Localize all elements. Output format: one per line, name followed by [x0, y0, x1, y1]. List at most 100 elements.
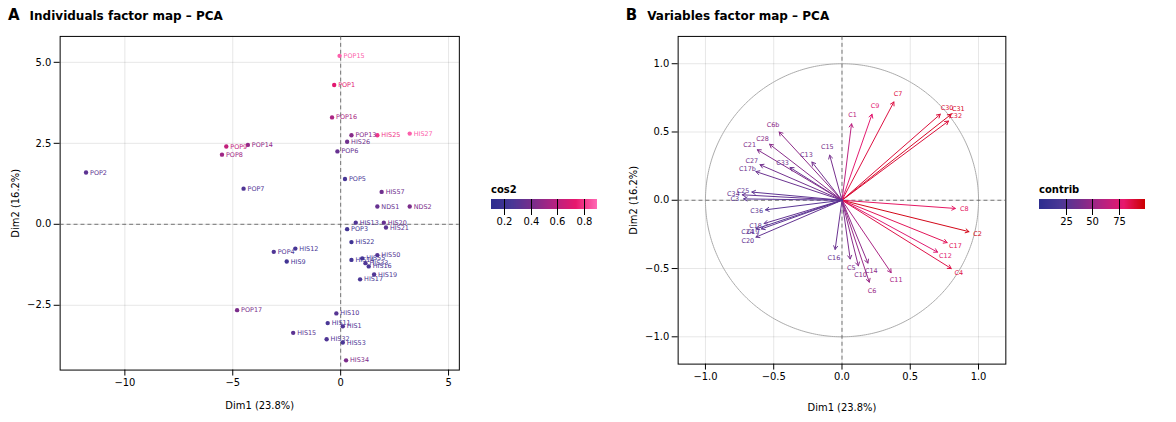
html-text:Individuals factor map – PCA: Individuals factor map – PCA	[29, 9, 223, 23]
svg-text:C15: C15	[821, 143, 834, 151]
svg-text:HIS21: HIS21	[390, 224, 409, 232]
svg-text:HIS34: HIS34	[350, 356, 369, 364]
svg-text:C8: C8	[960, 205, 969, 213]
svg-text:C36: C36	[750, 207, 763, 215]
svg-text:−0.5: −0.5	[761, 371, 785, 382]
svg-text:0.6: 0.6	[549, 216, 565, 227]
html-text:B: B	[625, 6, 638, 24]
svg-text:POP5: POP5	[349, 175, 366, 183]
svg-text:0.2: 0.2	[496, 216, 512, 227]
svg-text:POP2: POP2	[90, 169, 107, 177]
svg-text:HIS12: HIS12	[299, 245, 318, 253]
svg-text:0.5: 0.5	[902, 371, 918, 382]
svg-text:POP16: POP16	[336, 113, 357, 121]
svg-text:5.0: 5.0	[35, 57, 51, 68]
svg-text:Dim1 (23.8%): Dim1 (23.8%)	[807, 402, 876, 413]
svg-text:C9: C9	[870, 102, 879, 110]
svg-text:C28: C28	[756, 135, 769, 143]
svg-text:C17: C17	[949, 242, 962, 250]
svg-text:HIS22: HIS22	[355, 238, 374, 246]
svg-text:POP3: POP3	[351, 225, 368, 233]
svg-text:C13: C13	[800, 151, 813, 159]
svg-text:0.8: 0.8	[576, 216, 592, 227]
svg-text:C32: C32	[949, 112, 962, 120]
svg-text:−1.0: −1.0	[693, 371, 717, 382]
svg-text:HIS1: HIS1	[347, 322, 362, 330]
svg-text:C14: C14	[865, 267, 878, 275]
svg-text:Dim2 (16.2%): Dim2 (16.2%)	[627, 166, 638, 235]
svg-text:1.0: 1.0	[970, 371, 986, 382]
svg-text:POP6: POP6	[341, 147, 358, 155]
svg-text:C6b: C6b	[767, 121, 780, 129]
svg-text:C12: C12	[939, 252, 952, 260]
svg-text:−5: −5	[225, 377, 240, 388]
svg-text:Dim1 (23.8%): Dim1 (23.8%)	[225, 400, 294, 411]
svg-text:HIS57: HIS57	[386, 188, 405, 196]
svg-text:C27: C27	[745, 157, 758, 166]
svg-text:C10: C10	[854, 270, 867, 279]
svg-text:NDS1: NDS1	[381, 203, 399, 211]
svg-text:75: 75	[1113, 216, 1126, 227]
svg-text:POP15: POP15	[344, 52, 365, 60]
svg-text:POP13: POP13	[355, 131, 377, 140]
svg-text:C2: C2	[973, 230, 982, 238]
svg-text:C7: C7	[894, 90, 903, 98]
svg-text:−1.0: −1.0	[645, 331, 669, 342]
svg-text:C33: C33	[776, 159, 789, 167]
svg-text:25: 25	[1060, 216, 1073, 227]
svg-text:C6: C6	[868, 287, 877, 295]
svg-text:HIS16: HIS16	[373, 262, 392, 270]
svg-text:contrib: contrib	[1039, 184, 1079, 195]
html-text:A: A	[8, 6, 20, 24]
svg-text:0.4: 0.4	[523, 216, 539, 227]
svg-text:C1: C1	[848, 111, 857, 119]
svg-text:C30: C30	[940, 104, 954, 113]
svg-text:HIS10: HIS10	[340, 309, 359, 317]
svg-text:cos2: cos2	[491, 184, 517, 195]
svg-text:C16: C16	[827, 254, 840, 262]
svg-text:0.0: 0.0	[35, 218, 51, 229]
svg-text:POP9: POP9	[230, 143, 247, 151]
svg-text:C20: C20	[741, 237, 754, 245]
svg-text:HIS17: HIS17	[364, 275, 383, 283]
svg-text:−10: −10	[114, 377, 135, 388]
svg-text:HIS53: HIS53	[347, 339, 366, 347]
svg-text:POP14: POP14	[252, 141, 273, 149]
svg-text:0.0: 0.0	[653, 194, 669, 205]
svg-text:POP7: POP7	[248, 185, 265, 193]
svg-text:HIS50: HIS50	[381, 251, 400, 259]
svg-text:1.0: 1.0	[653, 58, 669, 69]
svg-text:POP8: POP8	[226, 151, 243, 159]
svg-text:C11: C11	[890, 276, 903, 284]
svg-text:POP17: POP17	[241, 306, 262, 314]
svg-text:0.5: 0.5	[653, 126, 669, 137]
svg-text:C21: C21	[743, 141, 756, 149]
svg-text:C3: C3	[730, 195, 739, 203]
svg-text:HIS27: HIS27	[414, 130, 433, 138]
svg-text:−2.5: −2.5	[27, 299, 51, 310]
svg-text:HIS15: HIS15	[297, 329, 316, 337]
svg-text:HIS19: HIS19	[378, 270, 398, 279]
svg-text:HIS11: HIS11	[331, 319, 351, 328]
svg-text:C4: C4	[954, 269, 963, 277]
svg-text:C31: C31	[951, 104, 965, 113]
svg-text:C5: C5	[847, 264, 856, 272]
svg-text:HIS9: HIS9	[291, 258, 306, 266]
svg-text:HIS26: HIS26	[351, 138, 370, 146]
svg-text:NDS2: NDS2	[414, 203, 432, 211]
html-text:Variables factor map – PCA: Variables factor map – PCA	[647, 9, 830, 23]
svg-text:−0.5: −0.5	[645, 263, 669, 274]
svg-text:POP1: POP1	[338, 81, 355, 89]
svg-text:0.0: 0.0	[834, 371, 850, 382]
svg-text:C17b: C17b	[739, 165, 756, 173]
svg-text:50: 50	[1086, 216, 1099, 227]
svg-text:2.5: 2.5	[35, 137, 51, 148]
svg-text:0: 0	[337, 377, 343, 388]
svg-text:Dim2 (16.2%): Dim2 (16.2%)	[10, 169, 21, 238]
svg-text:5: 5	[445, 377, 451, 388]
svg-text:C24: C24	[741, 228, 754, 236]
svg-text:HIS13: HIS13	[359, 218, 379, 227]
svg-text:HIS32: HIS32	[330, 335, 350, 344]
svg-text:HIS25: HIS25	[381, 131, 400, 139]
svg-text:POP4: POP4	[278, 248, 295, 256]
